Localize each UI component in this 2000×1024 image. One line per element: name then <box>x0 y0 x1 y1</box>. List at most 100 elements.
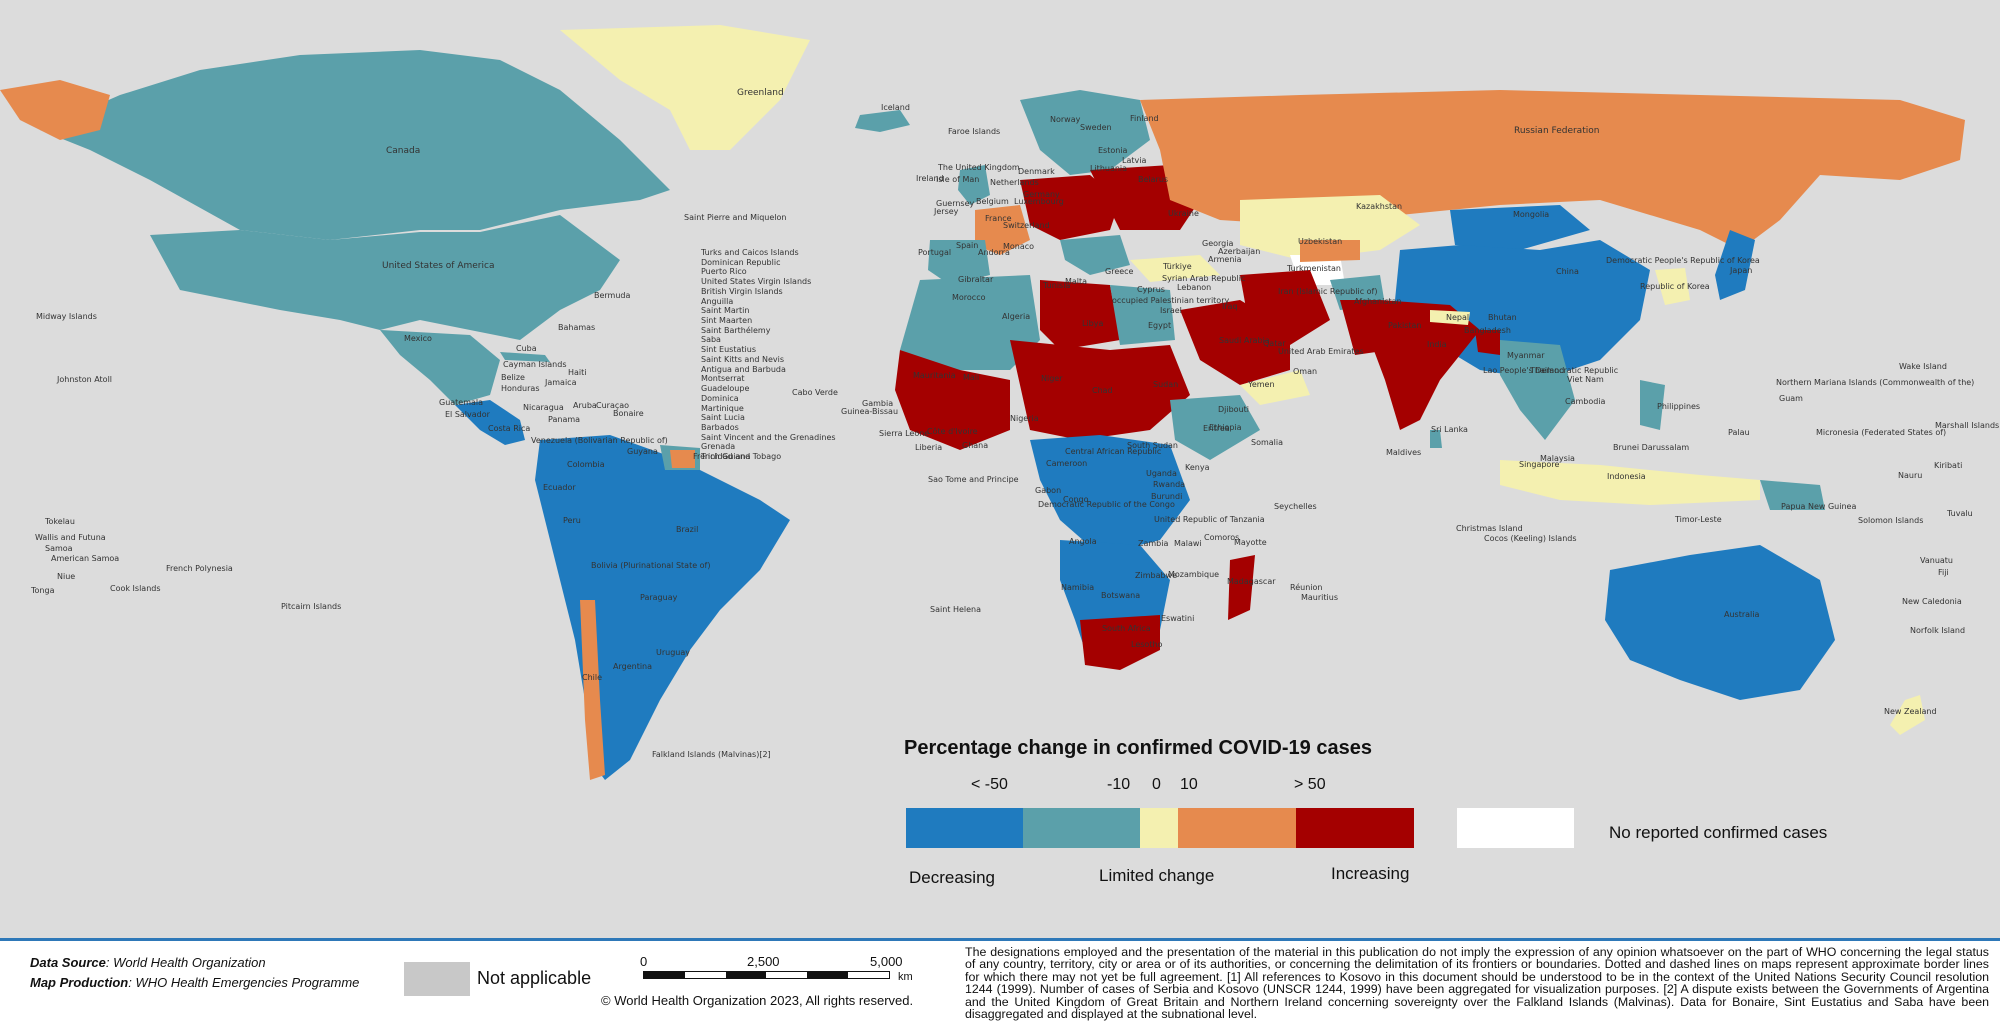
region-uzbekistan <box>1300 240 1360 262</box>
label-malawi: Malawi <box>1174 539 1202 548</box>
footer: Data Source: World Health Organization M… <box>0 941 2000 1024</box>
region-central-america <box>455 400 525 445</box>
label-uk: The United Kingdom <box>938 163 1020 172</box>
footer-divider <box>0 938 2000 941</box>
scale-unit: km <box>898 971 913 983</box>
map-production: Map Production: WHO Health Emergencies P… <box>30 975 359 990</box>
label-ukraine: Ukraine <box>1168 209 1199 218</box>
label-gibraltar: Gibraltar <box>958 275 994 284</box>
caribbean-list-2: Saint Kitts and Nevis Antigua and Barbuda… <box>701 355 836 462</box>
label-burundi: Burundi <box>1151 492 1183 501</box>
label-uruguay: Uruguay <box>656 648 690 657</box>
label-bangladesh: Bangladesh <box>1464 326 1511 335</box>
label-jamaica: Jamaica <box>545 378 577 387</box>
label-cabo-verde: Cabo Verde <box>792 388 838 397</box>
label-norway: Norway <box>1050 115 1081 124</box>
region-cuba <box>500 352 550 362</box>
region-indonesia <box>1500 460 1760 505</box>
label-sweden: Sweden <box>1080 123 1112 132</box>
caribbean-island-label: Martinique <box>701 403 744 413</box>
label-maldives: Maldives <box>1386 448 1422 457</box>
label-norfolk: Norfolk Island <box>1910 626 1966 635</box>
label-faroe: Faroe Islands <box>948 127 1001 136</box>
label-indonesia: Indonesia <box>1607 472 1646 481</box>
label-french-guiana: French Guiana <box>693 452 751 461</box>
label-reunion: Réunion <box>1290 583 1323 592</box>
label-honduras: Honduras <box>501 384 540 393</box>
caribbean-island-label: Puerto Rico <box>701 267 747 277</box>
label-belize: Belize <box>501 373 525 382</box>
region-greenland <box>560 25 810 150</box>
label-andorra: Andorra <box>978 248 1010 257</box>
label-solomon: Solomon Islands <box>1858 516 1924 525</box>
region-korea <box>1655 268 1690 305</box>
label-afghanistan: Afghanistan <box>1354 297 1402 306</box>
legend-category-limited: Limited change <box>1099 866 1215 885</box>
caribbean-island-label: British Virgin Islands <box>701 286 783 296</box>
label-sri-lanka: Sri Lanka <box>1431 425 1468 434</box>
label-bahamas: Bahamas <box>558 323 596 332</box>
label-panama: Panama <box>548 415 581 424</box>
region-india <box>1370 300 1480 430</box>
label-netherlands: Netherlands <box>990 178 1039 187</box>
legend-swatch-decreasing <box>1023 808 1140 848</box>
label-syria: Syrian Arab Republic <box>1162 274 1246 283</box>
label-kazakhstan: Kazakhstan <box>1356 202 1403 211</box>
label-lebanon: Lebanon <box>1177 283 1212 292</box>
label-nepal: Nepal <box>1446 313 1470 322</box>
label-isle-of-man: Isle of Man <box>936 175 980 184</box>
label-gabon: Gabon <box>1035 486 1062 495</box>
legend-tick: > 50 <box>1294 776 1326 793</box>
label-azerbaijan: Azerbaijan <box>1218 247 1261 256</box>
label-belarus: Belarus <box>1138 175 1169 184</box>
legend-category-increasing: Increasing <box>1331 864 1410 883</box>
label-rok: Republic of Korea <box>1640 282 1710 291</box>
label-guinea-bissau: Guinea-Bissau <box>841 407 899 416</box>
region-bangladesh <box>1475 330 1500 355</box>
caribbean-list-1: Turks and Caicos Islands Dominican Republ… <box>701 248 811 355</box>
label-qatar: Qatar <box>1263 339 1286 348</box>
label-singapore: Singapore <box>1519 460 1560 469</box>
label-namibia: Namibia <box>1061 583 1095 592</box>
region-philippines <box>1640 380 1665 430</box>
label-mexico: Mexico <box>404 334 432 343</box>
region-sri-lanka <box>1430 430 1442 448</box>
label-georgia: Georgia <box>1202 239 1234 248</box>
label-cook: Cook Islands <box>110 584 161 593</box>
label-falkland: Falkland Islands (Malvinas)[2] <box>652 750 771 759</box>
region-north-africa-west <box>900 275 1040 370</box>
data-source-value: : World Health Organization <box>105 955 266 970</box>
label-eswatini: Eswatini <box>1161 614 1195 623</box>
region-mongolia <box>1450 205 1590 250</box>
label-mongolia: Mongolia <box>1513 210 1550 219</box>
label-guatemala: Guatemala <box>439 398 484 407</box>
region-balkans <box>1060 235 1130 275</box>
label-egypt: Egypt <box>1148 321 1172 330</box>
label-bolivia: Bolivia (Plurinational State of) <box>591 561 711 570</box>
label-india: India <box>1427 340 1447 349</box>
region-usa <box>150 215 620 340</box>
label-cocos: Cocos (Keeling) Islands <box>1484 534 1577 543</box>
label-lithuania: Lithuania <box>1090 164 1128 173</box>
label-french-polynesia: French Polynesia <box>166 564 233 573</box>
label-haiti: Haiti <box>568 368 587 377</box>
label-cuba: Cuba <box>516 344 537 353</box>
legend-swatch-limited <box>1140 808 1178 848</box>
region-horn <box>1170 395 1260 460</box>
map-area: Greenland Iceland Canada United States o… <box>0 0 2000 938</box>
not-applicable-swatch <box>404 962 470 996</box>
label-rwanda: Rwanda <box>1153 480 1186 489</box>
caribbean-island-label: Saint Kitts and Nevis <box>701 355 785 364</box>
map-production-label: Map Production <box>30 975 129 990</box>
label-russia: Russian Federation <box>1514 126 1600 136</box>
label-canada: Canada <box>386 146 421 156</box>
label-wallis: Wallis and Futuna <box>35 533 106 542</box>
label-uganda: Uganda <box>1146 469 1177 478</box>
copyright: © World Health Organization 2023, All ri… <box>601 993 914 1008</box>
caribbean-island-label: Sint Eustatius <box>701 345 756 355</box>
legend-category-decreasing: Decreasing <box>909 868 995 887</box>
caribbean-island-label: Saint Lucia <box>701 413 745 423</box>
data-source-label: Data Source <box>30 955 106 970</box>
not-applicable-label: Not applicable <box>477 968 592 988</box>
label-algeria: Algeria <box>1002 312 1031 321</box>
